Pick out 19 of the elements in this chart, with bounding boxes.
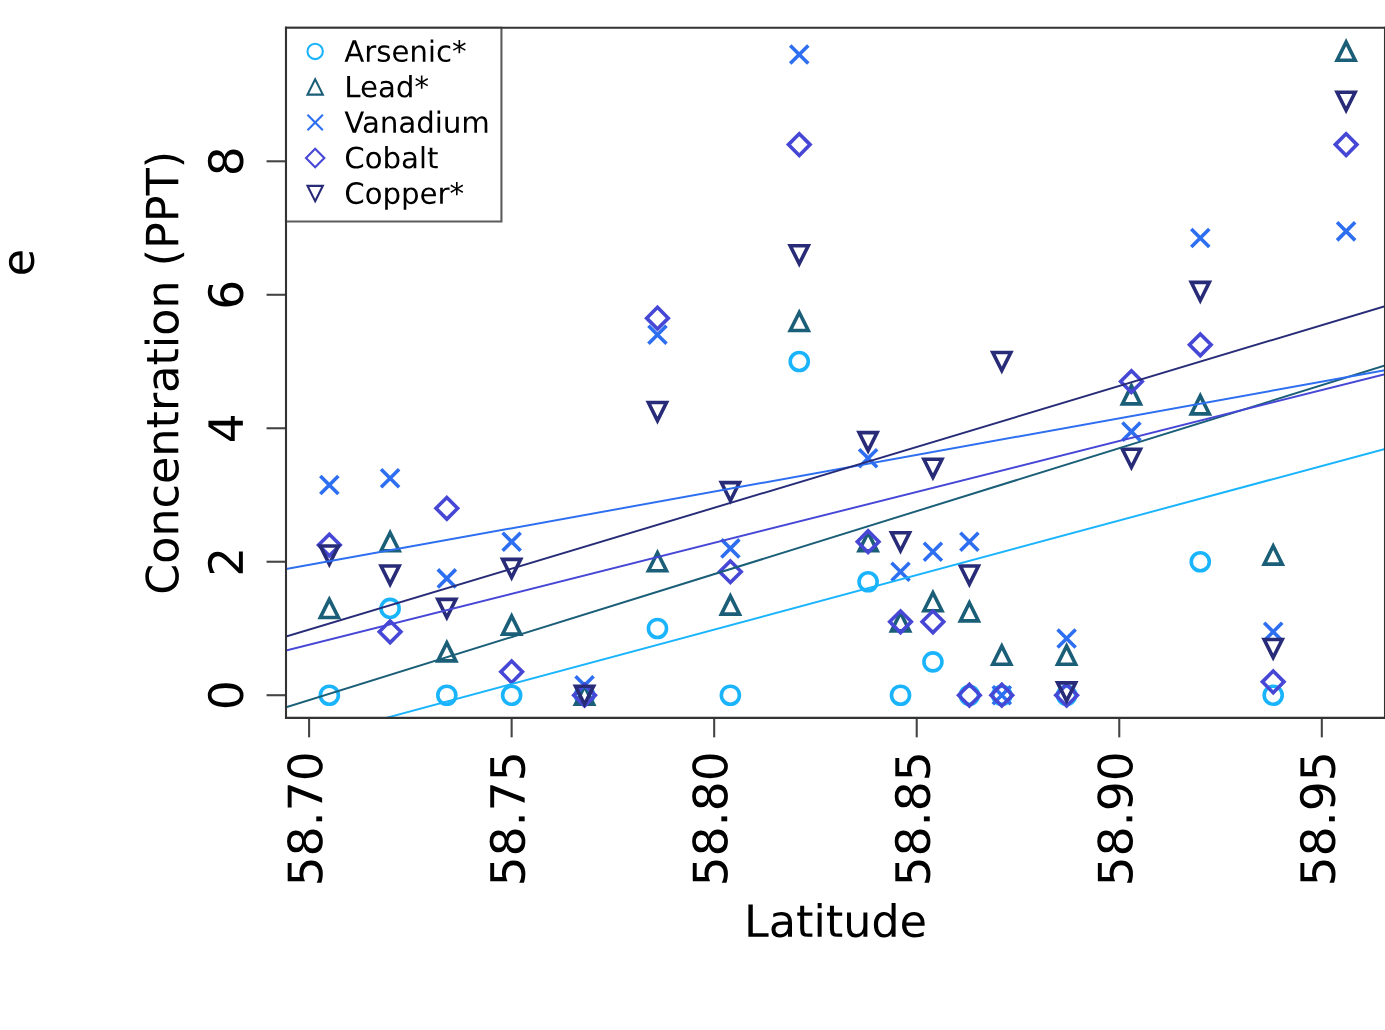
x-tick-label: 58.80 [692,754,728,883]
x-tick-label: 58.90 [1097,754,1133,883]
legend-label: Lead* [347,75,429,98]
x-axis-title: Latitude [748,903,925,938]
text: e [8,251,35,274]
x-tick-label: 58.70 [287,754,323,883]
x-tick-label: 58.95 [1299,755,1336,883]
y-tick-label: 0 [207,683,244,708]
y-tick-label: 2 [207,551,243,574]
y-tick-label: 6 [207,282,244,307]
y-tick-label: 8 [207,149,244,174]
legend-label: Arsenic* [344,39,466,63]
legend-label: Vanadium [344,110,488,134]
y-tick-label: 4 [208,415,243,441]
y-axis-title: Concentration (PPT) [144,154,185,593]
legend-label: Cobalt [345,146,438,169]
legend-label: Copper* [345,182,464,210]
x-tick-label: 58.85 [894,755,931,883]
x-tick-label: 58.75 [489,755,526,883]
